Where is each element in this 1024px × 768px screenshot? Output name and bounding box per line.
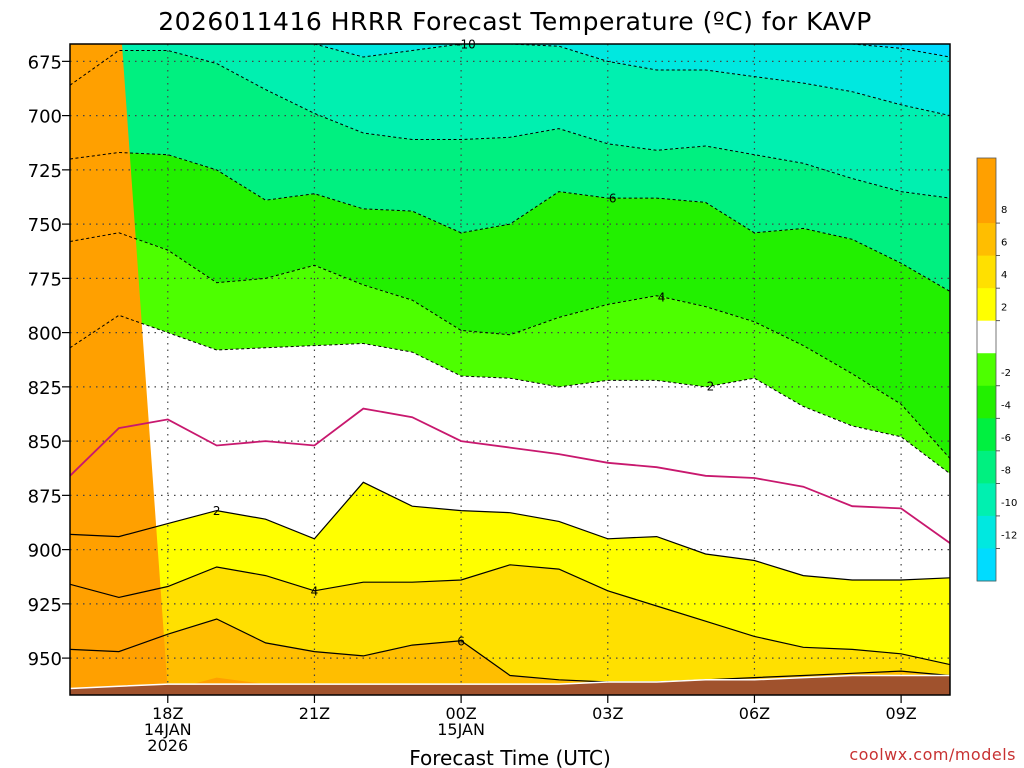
credit-link[interactable]: coolwx.com/models [849, 745, 1016, 764]
ground-layer [70, 674, 950, 695]
time-tick-label: 09Z [885, 704, 916, 723]
pressure-tick-label: 750 [28, 215, 62, 236]
band-2-to-4 [70, 482, 950, 665]
colorbar-segment [977, 255, 996, 289]
pressure-tick-label: 875 [28, 486, 62, 507]
colorbar-segment [977, 418, 996, 452]
pressure-tick-label: 775 [28, 269, 62, 290]
colorbar-label: 2 [1001, 303, 1007, 314]
band-minus8-to-minus6 [70, 50, 950, 292]
colorbar-label: -8 [1001, 465, 1011, 476]
ground-edge [70, 674, 950, 690]
isotherm-label: 4 [658, 290, 666, 304]
isotherm-line [70, 481, 950, 581]
isotherm-label: 4 [311, 584, 319, 598]
colorbar-segment [977, 320, 996, 354]
isotherm-line [70, 232, 950, 459]
isotherm-line [70, 407, 950, 544]
colorbar-segment [977, 158, 996, 192]
time-tick-label: 00Z [445, 704, 476, 723]
colorbar-frame [976, 157, 997, 582]
colorbar-label: 4 [1001, 270, 1007, 281]
isotherm-line [70, 564, 950, 666]
band-minus10-to-minus8 [70, 44, 950, 199]
isotherm-line [70, 314, 950, 475]
temperature-fill-regions [70, 44, 950, 695]
isotherm-line [70, 618, 950, 683]
pressure-axis: 675 700 725 750 775 800 825 850 875 900 925 950 [28, 52, 70, 670]
isotherm-lines [70, 44, 950, 683]
plot-frame [69, 43, 951, 696]
band-below-minus12 [852, 44, 950, 57]
colorbar-label: -6 [1001, 433, 1011, 444]
plot-area [70, 44, 950, 695]
chart-title: 2026011416 HRRR Forecast Temperature (ºC… [158, 7, 872, 36]
band-minus4-to-minus2 [70, 232, 950, 474]
grid-lines [70, 44, 950, 695]
isotherm-label: 6 [609, 192, 617, 206]
time-tick-label: 15JAN [437, 720, 485, 739]
colorbar-label: -10 [1001, 498, 1017, 509]
colorbar-label: 8 [1001, 205, 1007, 216]
colorbar-segment [977, 223, 996, 257]
time-tick-label: 03Z [592, 704, 623, 723]
colorbar-label: 6 [1001, 238, 1007, 249]
colorbar-label: -12 [1001, 530, 1017, 541]
colorbar-segment [977, 483, 996, 517]
time-tick-label: 21Z [299, 704, 330, 723]
x-axis-label: Forecast Time (UTC) [409, 746, 611, 768]
colorbar-segment [977, 353, 996, 387]
pressure-tick-label: 950 [28, 649, 62, 670]
pressure-tick-label: 675 [28, 52, 62, 73]
pressure-tick-label: 700 [28, 107, 62, 128]
band-minus6-to-minus4 [70, 152, 950, 459]
colorbar-segment [977, 288, 996, 322]
pressure-tick-label: 925 [28, 595, 62, 616]
band-minus12-to-minus10 [314, 44, 950, 116]
time-tick-label: 18Z [152, 704, 183, 723]
band-6-to-8 [70, 619, 950, 695]
time-tick-label: 2026 [147, 736, 188, 755]
colorbar-segment [977, 450, 996, 484]
isotherm-line [70, 151, 950, 292]
pressure-tick-label: 850 [28, 432, 62, 453]
colorbar-segment [977, 385, 996, 419]
pressure-tick-label: 725 [28, 161, 62, 182]
isotherm-label: 6 [457, 634, 465, 648]
colorbar-label: -2 [1001, 368, 1011, 379]
band-4-to-6 [70, 564, 950, 682]
temperature-colorbar: 8 6 4 2 -2 -4 -6 -8 -10 -12 [976, 157, 1017, 582]
pressure-tick-label: 825 [28, 378, 62, 399]
time-tick-label: 06Z [739, 704, 770, 723]
pressure-tick-label: 900 [28, 541, 62, 562]
isotherm-label: 2 [707, 379, 715, 393]
band-above-8 [70, 44, 950, 695]
isotherm-line [70, 50, 950, 199]
isotherm-label: 2 [213, 504, 221, 518]
time-tick-label: 14JAN [144, 720, 192, 739]
pressure-tick-label: 800 [28, 324, 62, 345]
colorbar-segment [977, 548, 996, 582]
colorbar-label: -4 [1001, 400, 1011, 411]
colorbar-segment [977, 515, 996, 549]
colorbar-segment [977, 190, 996, 224]
